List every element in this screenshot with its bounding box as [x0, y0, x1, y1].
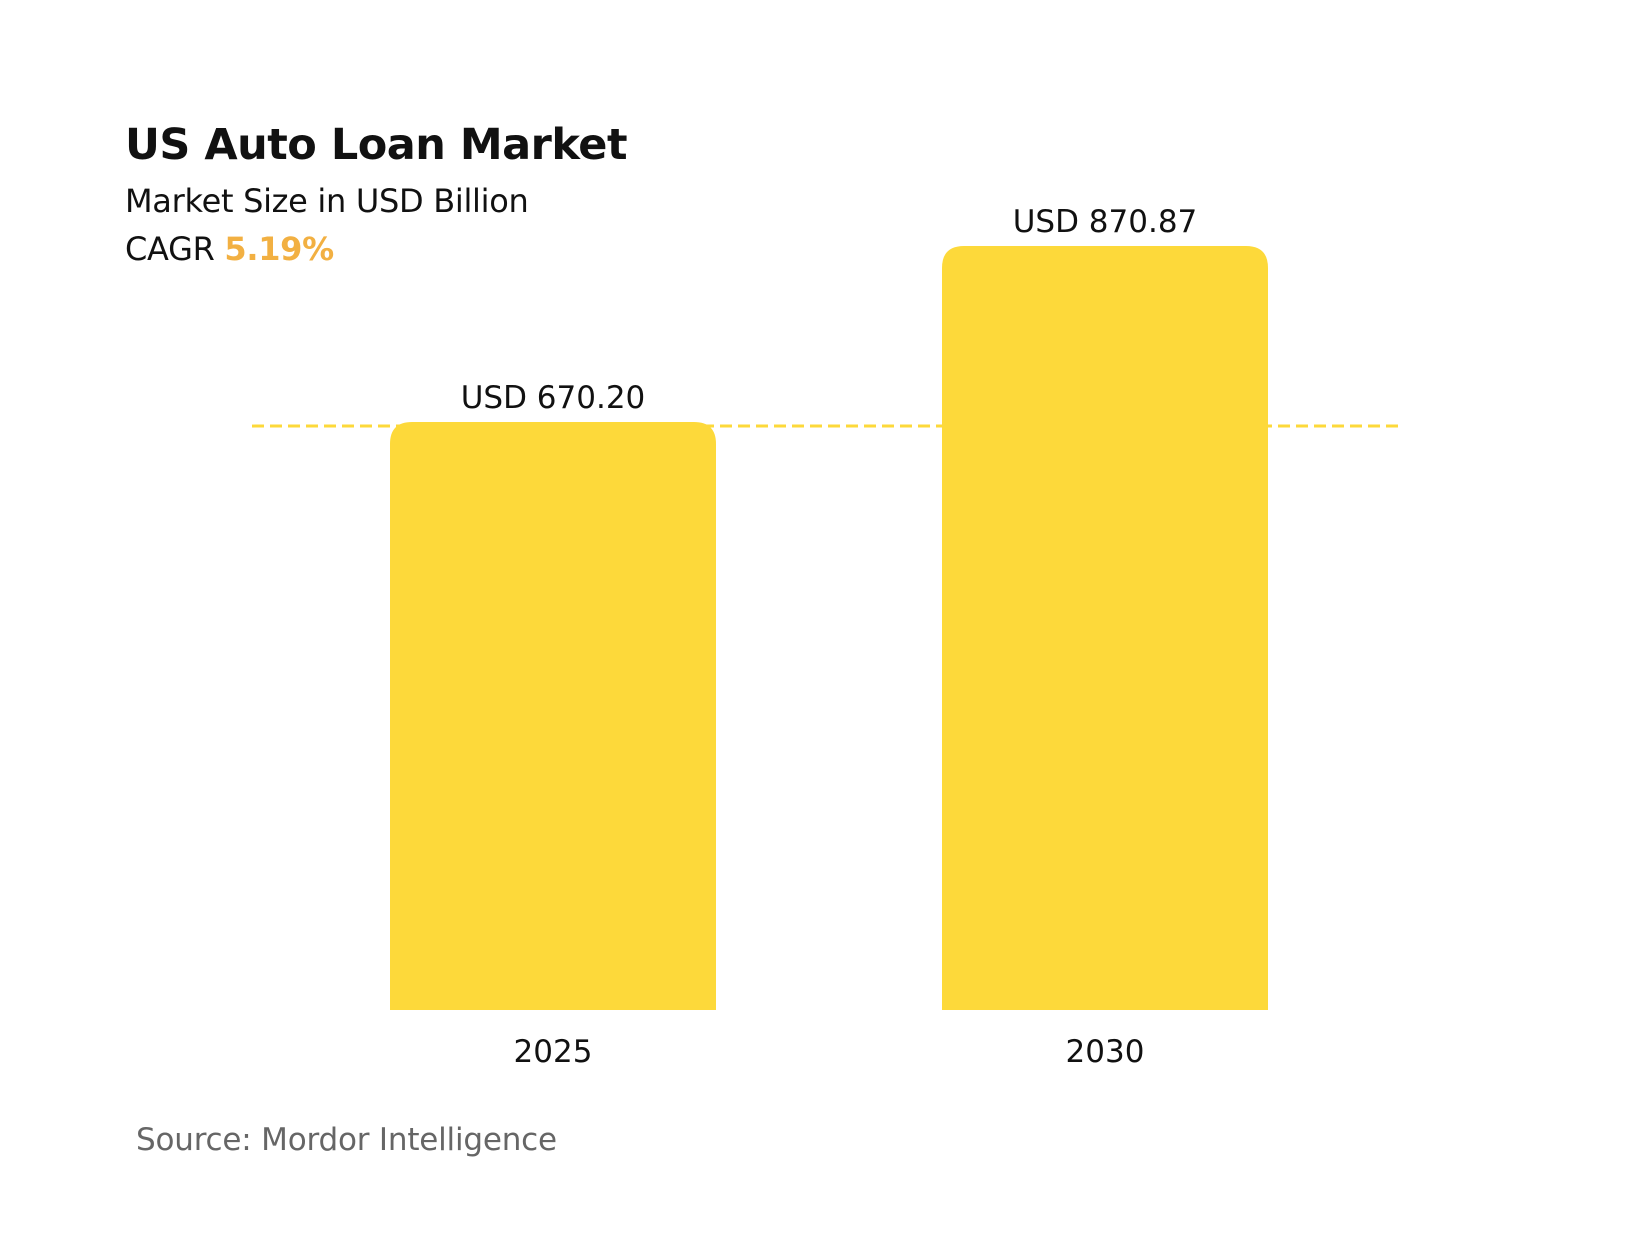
- x-tick-label-2025: 2025: [514, 1034, 593, 1070]
- bar-value-label-2030: USD 870.87: [1013, 204, 1198, 240]
- bar-value-labels: USD 670.20 USD 870.87: [461, 204, 1198, 416]
- bar-value-label-2025: USD 670.20: [461, 380, 646, 416]
- cagr-value: 5.19%: [224, 230, 334, 268]
- cagr-label: CAGR: [125, 230, 215, 268]
- bar-group: [390, 246, 1268, 1010]
- bar-2025: [390, 422, 716, 1010]
- bar-2030: [942, 246, 1268, 1010]
- cagr-line: CAGR 5.19%: [125, 230, 334, 268]
- chart-subtitle: Market Size in USD Billion: [125, 182, 529, 220]
- chart-title: US Auto Loan Market: [125, 120, 628, 170]
- x-axis-ticks: 2025 2030: [514, 1034, 1145, 1070]
- x-tick-label-2030: 2030: [1066, 1034, 1145, 1070]
- source-note: Source: Mordor Intelligence: [136, 1122, 557, 1158]
